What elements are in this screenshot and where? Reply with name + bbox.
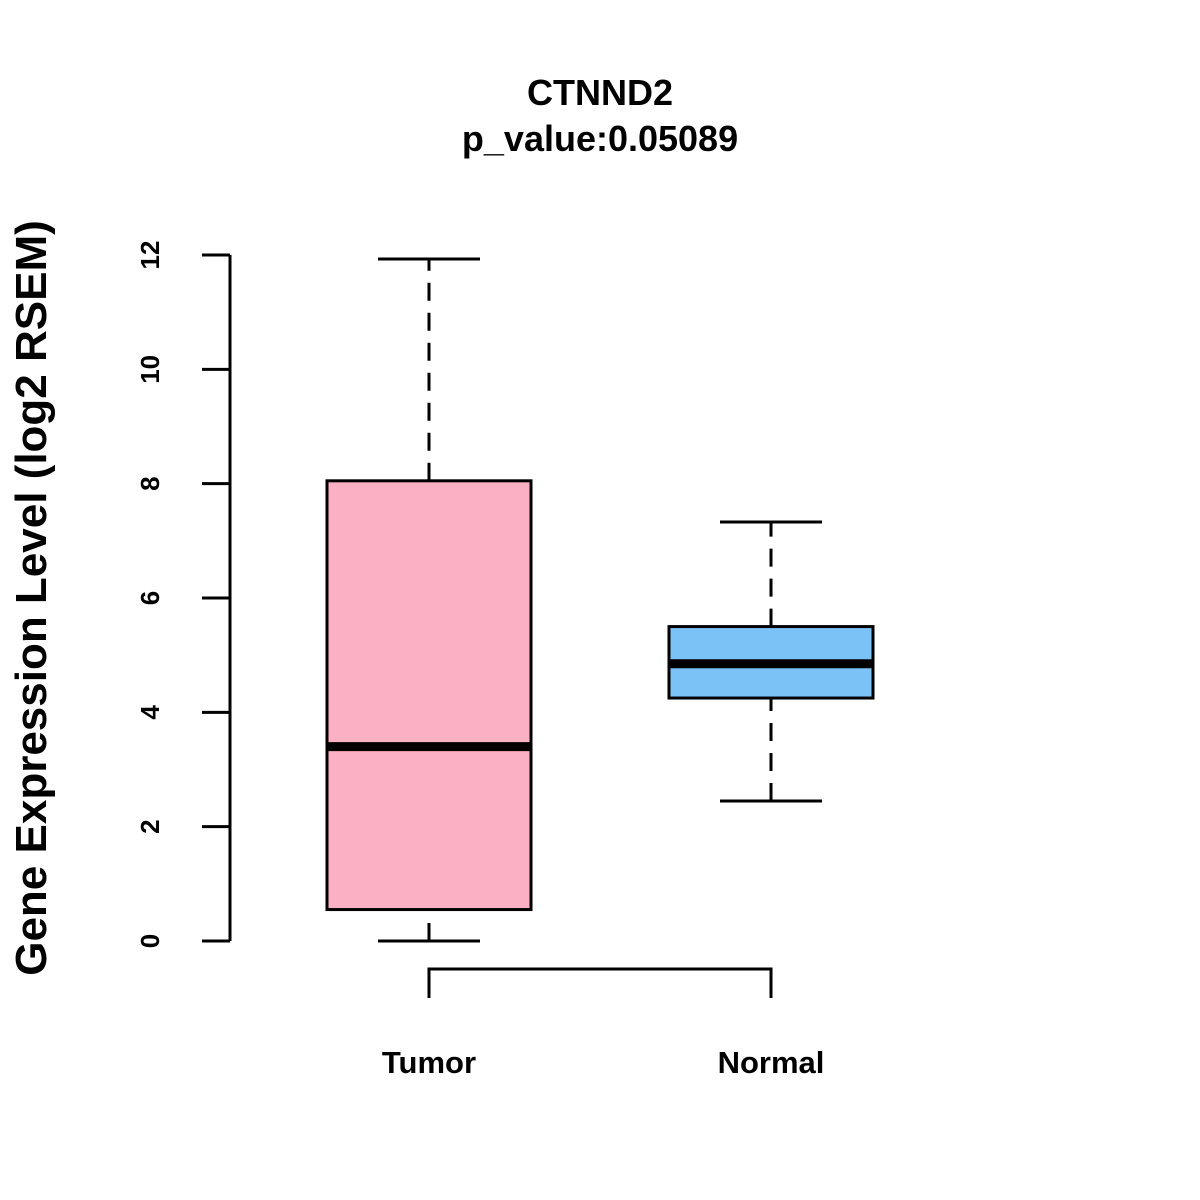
y-tick-label: 8	[135, 476, 165, 490]
chart-title: CTNND2	[527, 72, 673, 113]
y-axis: 0 2 4 6 8 10 12	[135, 241, 232, 948]
y-tick-label: 0	[135, 934, 165, 948]
bracket-line	[427, 967, 773, 998]
x-category-label: Tumor	[382, 1045, 476, 1080]
box-group	[325, 257, 875, 943]
y-tick-label: 2	[135, 819, 165, 833]
y-axis-label: Gene Expression Level (log2 RSEM)	[7, 220, 56, 976]
y-tick-label: 10	[135, 355, 165, 384]
comparison-bracket	[427, 967, 773, 998]
box-normal	[667, 520, 875, 803]
x-category-label: Normal	[718, 1045, 825, 1080]
chart-subtitle: p_value:0.05089	[462, 118, 738, 159]
y-tick-label: 12	[135, 241, 165, 270]
iqr-box	[325, 479, 533, 912]
y-tick-label: 4	[135, 705, 165, 720]
category-labels: Tumor Normal	[382, 1045, 824, 1080]
box-tumor	[325, 257, 533, 943]
y-tick-label: 6	[135, 591, 165, 605]
